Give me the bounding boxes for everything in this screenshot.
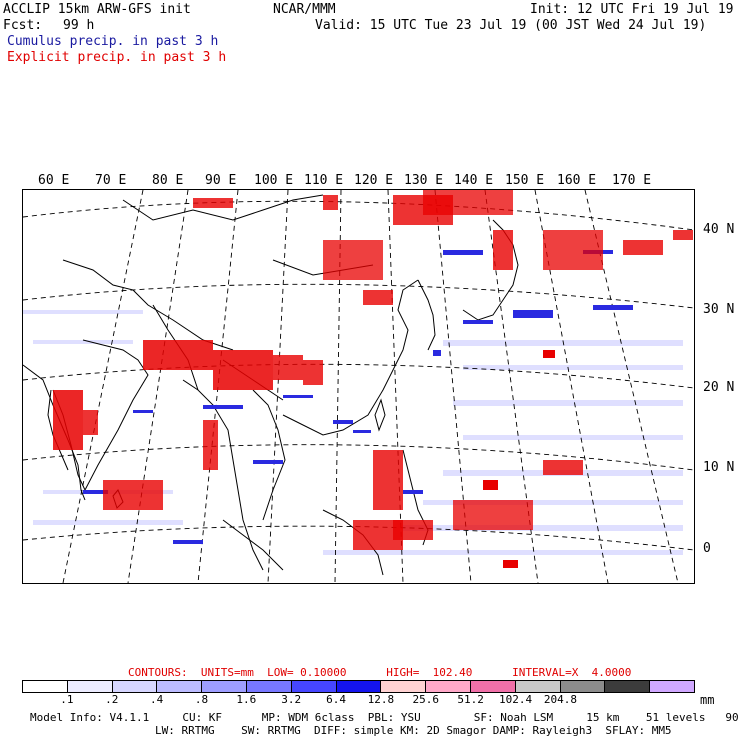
lat-label: 0	[703, 541, 711, 556]
color-swatch	[560, 681, 606, 692]
color-scale-tick: 25.6	[412, 693, 440, 706]
explicit-precip	[53, 190, 693, 568]
color-scale-tick: 204.8	[543, 693, 577, 706]
lon-label: 110 E	[304, 173, 344, 188]
cumulus-precip	[83, 250, 633, 544]
legend-explicit: Explicit precip. in past 3 h	[7, 50, 227, 65]
color-scale-tick: 102.4	[498, 693, 533, 706]
valid-time: Valid: 15 UTC Tue 23 Jul 19 (00 JST Wed …	[315, 18, 707, 33]
color-swatch	[426, 681, 471, 692]
color-swatch	[470, 681, 516, 692]
lon-label: 70 E	[95, 173, 127, 188]
color-scale-tick: 3.2	[281, 693, 302, 706]
color-swatch	[381, 681, 427, 692]
color-scale-tick: 6.4	[326, 693, 346, 706]
lon-label: 100 E	[254, 173, 294, 188]
color-swatch	[112, 681, 158, 692]
lon-label: 90 E	[205, 173, 237, 188]
color-swatch	[336, 681, 382, 692]
coastlines	[23, 194, 519, 576]
color-swatch	[23, 681, 68, 692]
model-title: ACCLIP 15km ARW-GFS init	[3, 2, 191, 17]
color-scale-tick: .1	[60, 693, 74, 706]
lat-label: 40 N	[703, 222, 735, 237]
lat-label: 30 N	[703, 302, 735, 317]
color-scale-tick: 12.8	[367, 693, 395, 706]
lon-label: 140 E	[454, 173, 494, 188]
lon-label: 80 E	[152, 173, 184, 188]
forecast-hour: 99 h	[63, 18, 95, 33]
init-time: Init: 12 UTC Fri 19 Jul 19	[530, 2, 734, 17]
lon-label: 120 E	[354, 173, 394, 188]
lon-label: 170 E	[612, 173, 652, 188]
color-swatch	[157, 681, 203, 692]
color-swatch	[67, 681, 113, 692]
color-scale-tick: .4	[149, 693, 164, 706]
color-swatch	[650, 681, 694, 692]
lon-label: 130 E	[404, 173, 444, 188]
color-swatch	[202, 681, 247, 692]
color-swatch	[605, 681, 651, 692]
lon-label: 150 E	[505, 173, 545, 188]
lat-label: 10 N	[703, 460, 735, 475]
color-scale-unit: mm	[700, 693, 715, 707]
lon-label: 160 E	[557, 173, 597, 188]
model-info-line2: LW: RRTMG SW: RRTMG DIFF: simple KM: 2D …	[155, 724, 672, 737]
color-swatch	[515, 681, 561, 692]
color-scale-tick: 51.2	[457, 693, 484, 706]
color-scale-tick: 1.6	[236, 693, 257, 706]
forecast-label: Fcst:	[3, 18, 43, 33]
contour-info: CONTOURS: UNITS=mm LOW= 0.10000 HIGH= 10…	[128, 666, 632, 679]
color-scale-tick: .2	[105, 693, 119, 706]
color-scale-tick: .8	[194, 693, 209, 706]
color-swatch	[246, 681, 292, 692]
precipitation-map	[22, 189, 695, 584]
model-info-line1: Model Info: V4.1.1 CU: KF MP: WDM 6class…	[30, 711, 740, 724]
color-scale-bar	[22, 680, 695, 693]
legend-cumulus: Cumulus precip. in past 3 h	[7, 34, 219, 49]
color-swatch	[291, 681, 337, 692]
center-name: NCAR/MMM	[273, 2, 336, 17]
lon-label: 60 E	[38, 173, 70, 188]
lat-label: 20 N	[703, 380, 735, 395]
